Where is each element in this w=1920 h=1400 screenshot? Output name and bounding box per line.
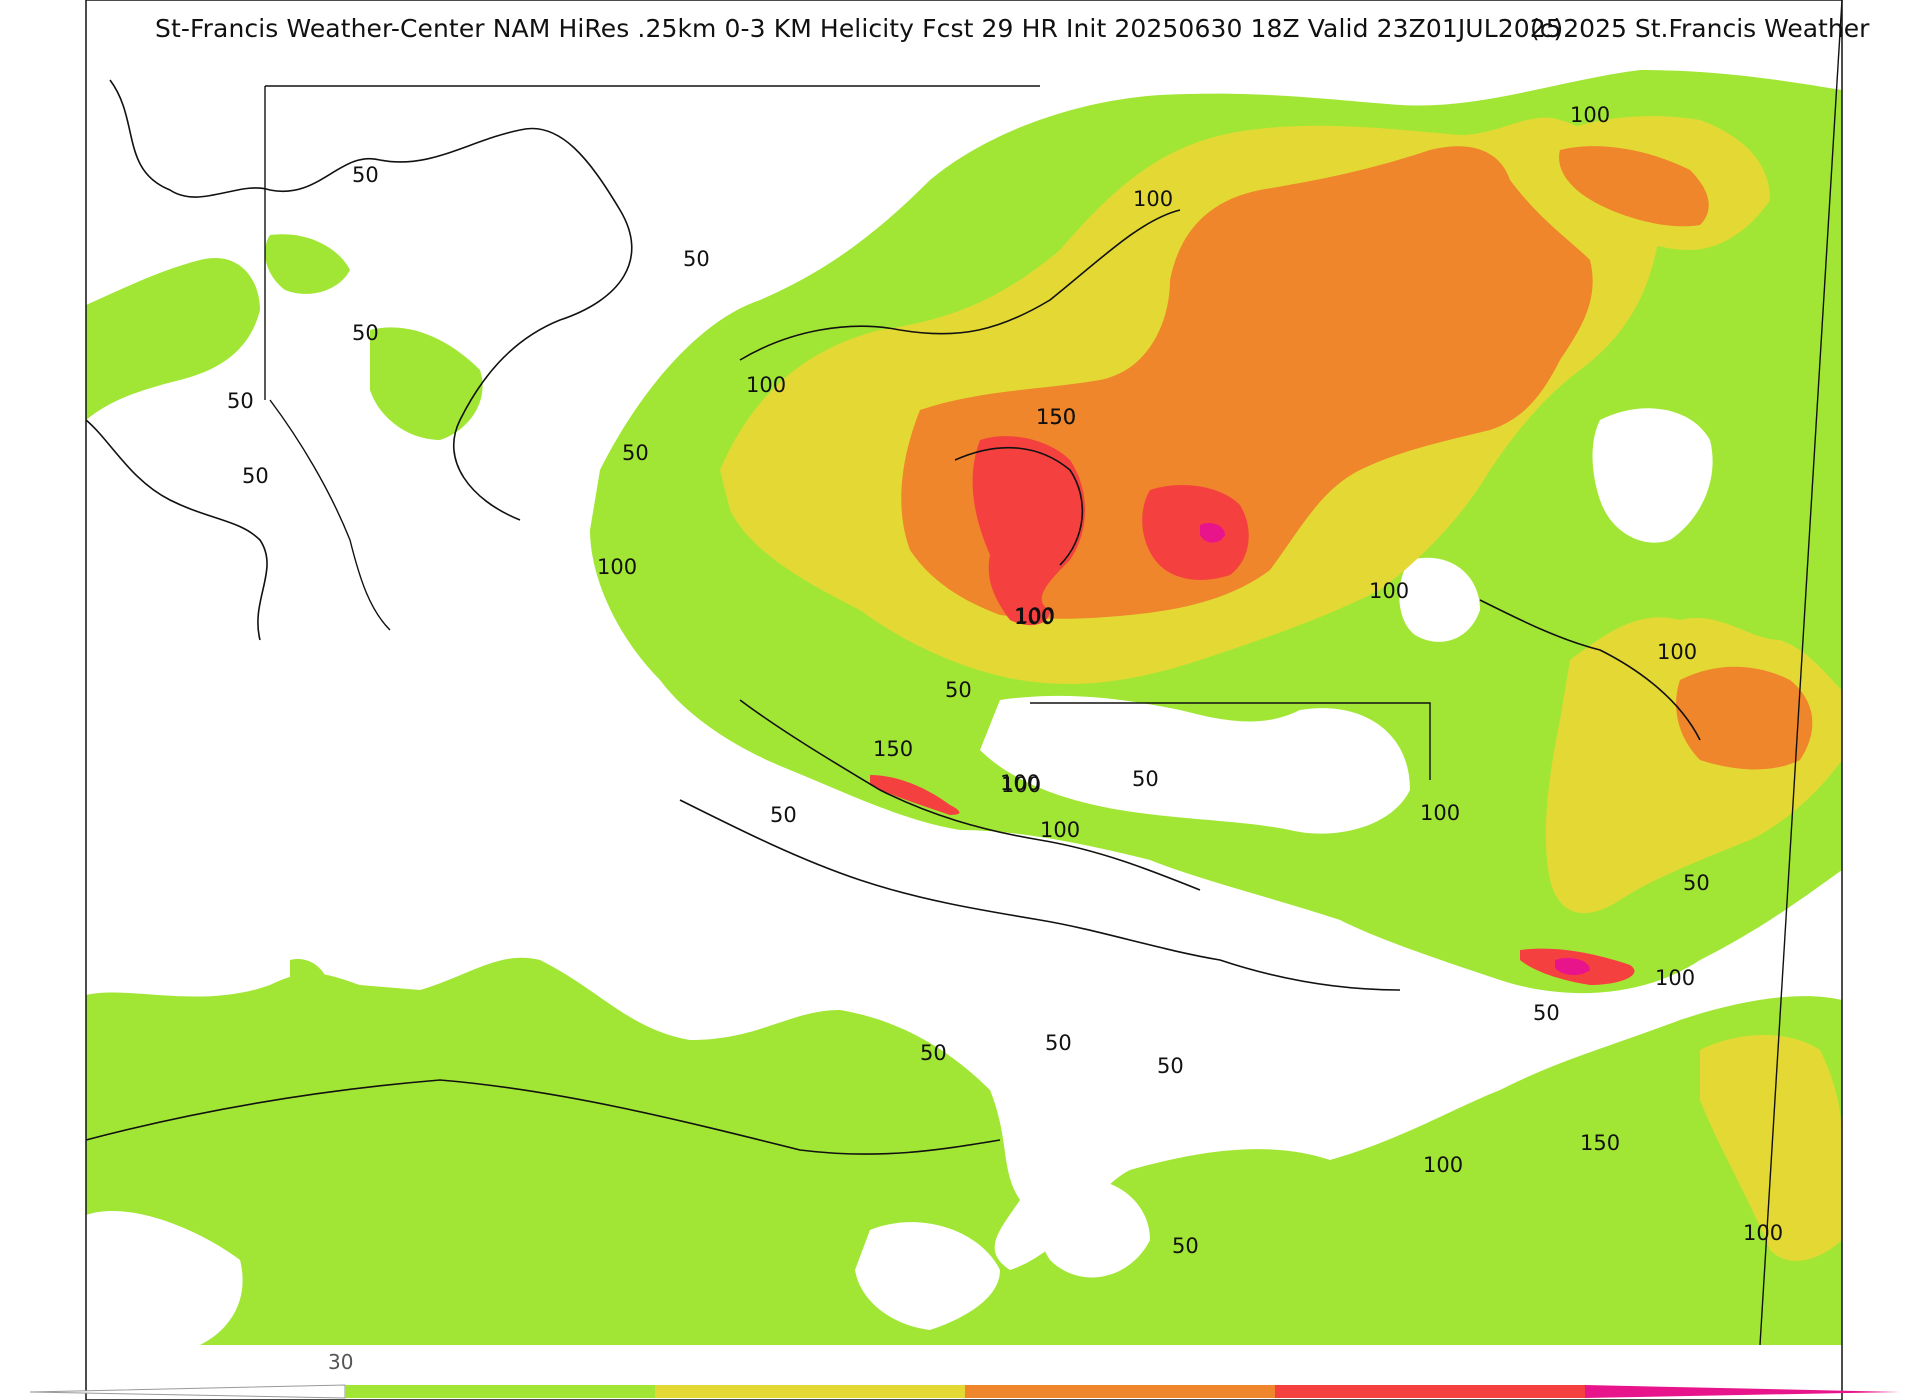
contour-label-100: 100 bbox=[1655, 966, 1695, 990]
shade-red-2 bbox=[1142, 485, 1249, 580]
shade-orange-east bbox=[1676, 666, 1813, 770]
contour-label-50: 50 bbox=[1533, 1001, 1560, 1025]
contour-label-100: 100 bbox=[597, 555, 637, 579]
contour-label-100: 100 bbox=[1001, 773, 1041, 797]
contour-label-50: 50 bbox=[770, 803, 797, 827]
shade-white-hole-4 bbox=[980, 695, 1410, 834]
contour-label-50: 50 bbox=[1683, 871, 1710, 895]
contour-50-south bbox=[679, 799, 1401, 991]
contour-label-100: 100 bbox=[1423, 1153, 1463, 1177]
shade-white-hole-3 bbox=[1039, 1178, 1150, 1278]
state-borders bbox=[264, 0, 1843, 1346]
contour-label-100: 100 bbox=[1369, 579, 1409, 603]
shade-white-hole-1 bbox=[86, 1211, 243, 1345]
shade-orange-northeast bbox=[1559, 146, 1709, 227]
contour-label-50: 50 bbox=[683, 247, 710, 271]
shade-green-south bbox=[86, 957, 1842, 1345]
contour-label-50: 50 bbox=[1172, 1234, 1199, 1258]
contour-label-100: 100 bbox=[1015, 604, 1055, 628]
contour-label-50: 50 bbox=[352, 321, 379, 345]
contour-50-west bbox=[85, 419, 268, 641]
shade-magenta-2 bbox=[1555, 958, 1590, 976]
colorbar-bin-yellow bbox=[655, 1385, 965, 1398]
border-east bbox=[1759, 0, 1843, 1346]
contour-label-100: 100 bbox=[1040, 818, 1080, 842]
shade-green-sw-1 bbox=[290, 959, 330, 1007]
contour-50-north bbox=[109, 79, 633, 521]
shade-white-hole-2 bbox=[855, 1222, 1000, 1330]
contour-label-50: 50 bbox=[242, 464, 269, 488]
contour-label-50: 50 bbox=[1132, 767, 1159, 791]
contour-label-100: 100 bbox=[1570, 103, 1610, 127]
border-river bbox=[269, 399, 391, 631]
shade-green-nw-2 bbox=[265, 234, 350, 294]
colorbar bbox=[29, 1384, 1900, 1399]
contour-label-100: 100 bbox=[1000, 771, 1040, 795]
helicity-contours bbox=[85, 79, 1701, 1155]
colorbar-bin-red bbox=[1275, 1385, 1585, 1398]
contour-label-150: 150 bbox=[873, 737, 913, 761]
contour-label-150: 150 bbox=[1580, 1131, 1620, 1155]
helicity-shading bbox=[86, 70, 1842, 1345]
contour-100-south bbox=[739, 699, 1201, 891]
map-title: St-Francis Weather-Center NAM HiRes .25k… bbox=[155, 14, 1562, 43]
shade-green-nw-3 bbox=[370, 327, 483, 440]
contour-labels: 50 50 50 50 50 50 50 50 50 50 50 50 50 50 50 100 100 100 1… bbox=[227, 103, 1783, 1258]
contour-label-50: 50 bbox=[352, 163, 379, 187]
contour-label-100: 100 bbox=[1133, 187, 1173, 211]
contour-label-100: 100 bbox=[1014, 605, 1054, 629]
colorbar-bin-green bbox=[345, 1385, 655, 1398]
contour-label-50: 50 bbox=[227, 389, 254, 413]
contour-label-50: 50 bbox=[945, 678, 972, 702]
contour-label-50: 50 bbox=[920, 1041, 947, 1065]
contour-label-150: 150 bbox=[1036, 405, 1076, 429]
contour-label-150: 150 bbox=[1036, 405, 1076, 429]
colorbar-bin-orange bbox=[965, 1385, 1275, 1398]
colorbar-tick-label: 30 bbox=[328, 1350, 354, 1374]
shade-yellow-southeast bbox=[1700, 1035, 1842, 1261]
shade-magenta-1 bbox=[1200, 523, 1225, 543]
contour-label-50: 50 bbox=[1157, 1054, 1184, 1078]
map-frame bbox=[85, 0, 1843, 1400]
shade-red-1 bbox=[972, 436, 1085, 626]
colorbar-bin-magenta bbox=[1585, 1385, 1900, 1398]
contour-label-50: 50 bbox=[622, 441, 649, 465]
contour-label-100: 100 bbox=[1657, 640, 1697, 664]
contour-100-main bbox=[739, 209, 1181, 361]
border-mid bbox=[1030, 702, 1431, 780]
contour-50-southbelt bbox=[85, 1079, 1001, 1155]
shade-white-hole-7 bbox=[1399, 557, 1480, 642]
map-credit: (c)2025 St.Francis Weather bbox=[1530, 14, 1870, 43]
shade-red-3 bbox=[870, 775, 960, 815]
contour-100-east bbox=[1479, 599, 1701, 741]
contour-label-100: 100 bbox=[746, 373, 786, 397]
contour-label-100: 100 bbox=[1743, 1221, 1783, 1245]
contour-label-50: 50 bbox=[1045, 1031, 1072, 1055]
contour-label-100: 100 bbox=[1420, 801, 1460, 825]
shade-green-nw-1 bbox=[86, 258, 260, 420]
contour-150-core bbox=[954, 446, 1084, 566]
shade-white-hole-5 bbox=[1592, 408, 1713, 543]
